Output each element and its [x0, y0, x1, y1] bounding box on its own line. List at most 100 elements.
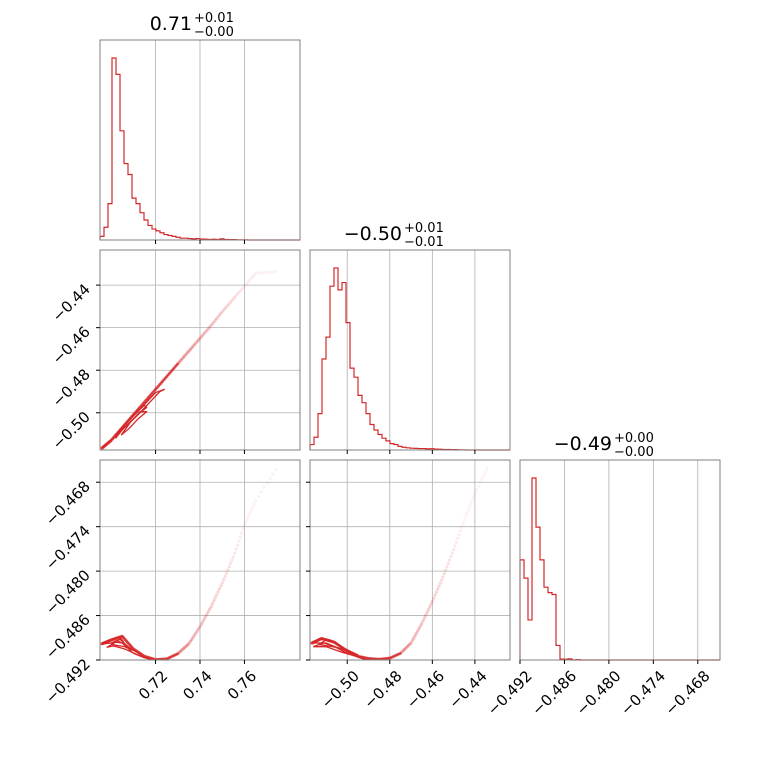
sample-point	[216, 590, 220, 594]
sample-point	[444, 568, 448, 572]
x-tick-label: 0.74	[179, 667, 215, 703]
sample-point	[420, 622, 424, 626]
sample-point	[424, 613, 428, 617]
sample-point	[481, 474, 486, 478]
x-tick-label: −0.480	[573, 667, 625, 719]
sample-point	[446, 561, 450, 565]
sample-point	[402, 647, 407, 652]
sample-point	[473, 491, 477, 495]
y-tick-label: −0.50	[49, 408, 94, 453]
sample-point	[240, 531, 244, 535]
sample-point	[227, 565, 231, 569]
y-tick-label: −0.44	[49, 280, 94, 325]
x-tick-label: −0.46	[403, 667, 448, 712]
sample-point	[219, 584, 223, 588]
sample-point	[422, 616, 426, 620]
sample-point	[253, 271, 258, 276]
sample-point	[456, 536, 460, 541]
sample-point	[219, 311, 223, 316]
sample-point	[425, 610, 429, 615]
sample-point	[235, 543, 240, 547]
sample-point	[453, 544, 457, 548]
sample-point	[220, 581, 224, 585]
contour-level-1	[312, 642, 370, 660]
histogram-2	[519, 477, 720, 661]
sample-point	[252, 273, 256, 277]
sample-point	[469, 501, 473, 505]
sample-point	[203, 330, 208, 334]
sample-point	[408, 642, 412, 646]
sample-point	[450, 551, 454, 555]
sample-point	[222, 578, 226, 582]
sample-point	[216, 315, 220, 319]
sample-point	[209, 605, 213, 609]
sample-point	[228, 561, 233, 566]
sample-point	[213, 596, 217, 600]
sample-point	[227, 302, 231, 306]
sample-point	[222, 308, 226, 312]
sample-point	[440, 578, 444, 582]
contour-level-1	[106, 641, 154, 660]
pair-panel-p2_vs_p0	[100, 468, 278, 660]
x-tick-label: −0.474	[617, 667, 669, 719]
sample-point	[465, 511, 469, 515]
sample-point	[412, 636, 416, 640]
sample-point	[226, 568, 230, 572]
sample-point	[262, 271, 266, 275]
sample-point	[180, 648, 184, 652]
sample-point	[244, 520, 248, 524]
sample-point	[274, 269, 278, 274]
sample-point	[238, 535, 242, 539]
sample-point	[471, 495, 476, 499]
sample-point	[268, 270, 272, 274]
sample-point	[434, 590, 438, 594]
title-upper-error: +0.01	[194, 11, 234, 26]
contour-level-2	[110, 640, 134, 652]
y-tick-label: −0.480	[42, 566, 94, 618]
sample-point	[231, 297, 235, 301]
sample-point	[217, 313, 222, 317]
pair-panel-p1_vs_p0	[100, 269, 278, 450]
sample-point	[212, 320, 216, 324]
sample-point	[213, 318, 217, 322]
sample-point	[185, 351, 190, 355]
panel-title-0: 0.71 +0.01−0.00	[150, 11, 234, 40]
density-ridge	[101, 362, 179, 449]
sample-point	[251, 274, 255, 279]
sample-point	[404, 646, 408, 650]
sample-point	[452, 548, 456, 552]
sample-point	[271, 472, 275, 476]
sample-point	[199, 335, 203, 339]
sample-point	[241, 286, 245, 290]
sample-point	[192, 343, 197, 347]
sample-point	[199, 622, 203, 626]
sample-point	[233, 551, 237, 555]
x-tick-label: 0.72	[135, 667, 171, 703]
sample-point	[405, 645, 409, 649]
sample-point	[448, 558, 452, 562]
sample-point	[247, 514, 251, 518]
sample-point	[410, 638, 414, 643]
sample-point	[195, 629, 199, 633]
sample-point	[463, 515, 468, 519]
y-tick-label: −0.486	[42, 611, 94, 663]
sample-point	[192, 633, 197, 637]
sample-point	[248, 278, 252, 282]
sample-point	[187, 349, 191, 353]
sample-point	[202, 617, 206, 621]
sample-point	[432, 596, 436, 601]
sample-point	[271, 270, 275, 274]
sample-point	[188, 639, 192, 644]
sample-point	[226, 303, 230, 307]
sample-point	[230, 558, 234, 562]
sample-point	[184, 644, 188, 648]
sample-point	[231, 555, 235, 559]
sample-point	[238, 289, 242, 293]
contour-level-0	[104, 636, 141, 655]
sample-point	[205, 612, 209, 616]
sample-point	[413, 634, 417, 638]
sample-point	[401, 649, 405, 653]
sample-point	[230, 298, 234, 303]
sample-point	[429, 602, 433, 606]
sample-point	[205, 328, 209, 332]
